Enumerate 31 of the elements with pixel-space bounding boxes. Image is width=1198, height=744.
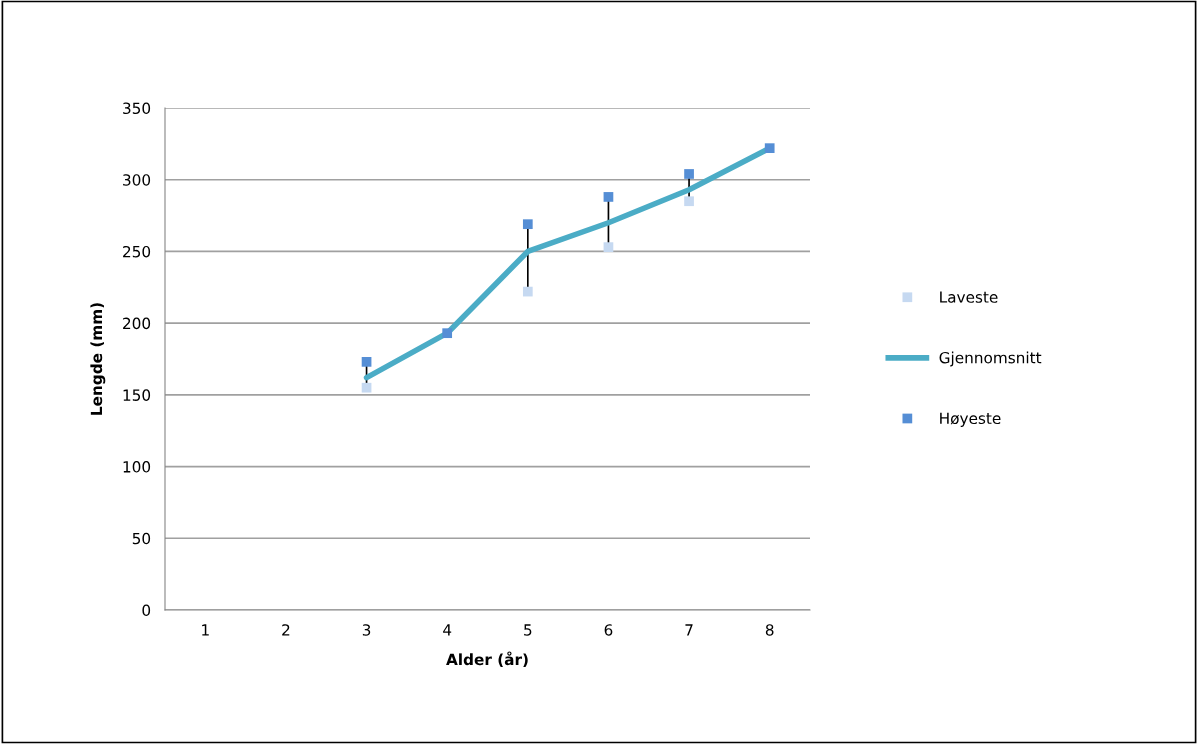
x-tick-label: 8 (765, 624, 774, 636)
x-tick-label: 1 (202, 624, 209, 636)
point (603, 192, 614, 202)
y-tick-label: 350 (123, 102, 151, 115)
point (684, 169, 694, 179)
legend-label: Gjennomsnitt (939, 351, 1042, 367)
x-tick-label: 4 (443, 624, 452, 636)
point (522, 219, 533, 230)
y-tick-label: 100 (123, 461, 151, 473)
x-tick-label: 6 (604, 624, 613, 636)
point (764, 143, 775, 154)
point (361, 382, 372, 393)
point (522, 286, 533, 297)
legend-label: Laveste (940, 291, 998, 303)
x-tick-label: 5 (524, 624, 532, 636)
x-axis-title: Alder (år) (446, 651, 528, 667)
x-tick-label: 7 (685, 624, 693, 636)
point (361, 357, 372, 367)
y-tick-label: 300 (123, 174, 151, 186)
y-tick-label: 250 (123, 245, 151, 258)
y-tick-label: 200 (123, 317, 151, 330)
point (684, 196, 694, 207)
y-tick-label: 50 (132, 532, 151, 545)
y-axis-title: Lengde (mm) (90, 303, 106, 415)
point (442, 328, 453, 339)
x-tick-label: 3 (362, 624, 371, 636)
y-tick-label: 0 (142, 604, 151, 617)
point (603, 242, 614, 252)
x-tick-label: 2 (282, 624, 290, 636)
legend-label: Høyeste (940, 412, 1001, 428)
y-tick-label: 150 (123, 389, 151, 401)
